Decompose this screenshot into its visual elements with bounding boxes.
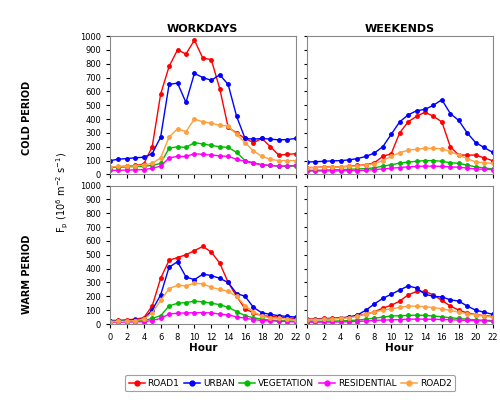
Text: $\mathregular{F_p}$ (10$\mathregular{^6}$ m$\mathregular{^{-2}}$ s$\mathregular{: $\mathregular{F_p}$ (10$\mathregular{^6}… bbox=[54, 152, 70, 232]
Legend: ROAD1, URBAN, VEGETATION, RESIDENTIAL, ROAD2: ROAD1, URBAN, VEGETATION, RESIDENTIAL, R… bbox=[125, 375, 455, 392]
X-axis label: Hour: Hour bbox=[188, 344, 217, 354]
Title: WORKDAYS: WORKDAYS bbox=[167, 24, 238, 34]
X-axis label: Hour: Hour bbox=[386, 344, 414, 354]
Title: WEEKENDS: WEEKENDS bbox=[364, 24, 434, 34]
Text: WARM PERIOD: WARM PERIOD bbox=[22, 234, 32, 314]
Text: COLD PERIOD: COLD PERIOD bbox=[22, 81, 32, 155]
